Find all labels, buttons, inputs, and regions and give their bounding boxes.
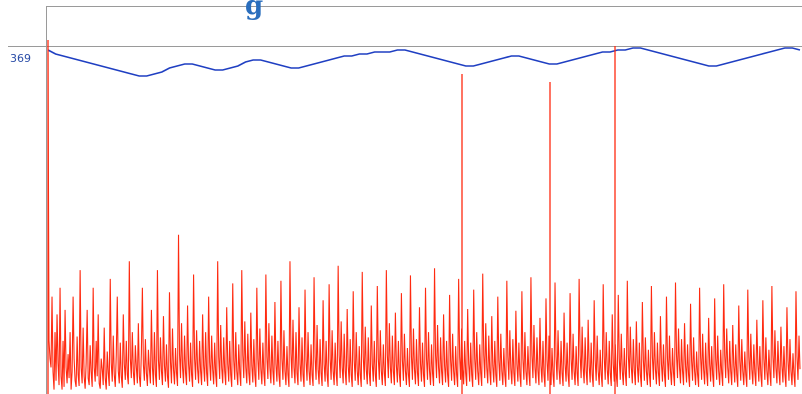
series-line-red xyxy=(47,53,801,390)
chart-panel: g xyxy=(46,0,802,394)
series-line-blue xyxy=(47,47,801,77)
y-reference-label: 369 xyxy=(10,52,31,65)
reference-line xyxy=(8,46,802,47)
chart-title-fragment: g xyxy=(245,0,264,21)
